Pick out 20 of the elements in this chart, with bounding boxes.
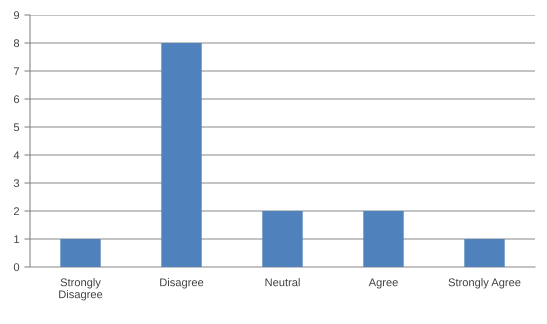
bar bbox=[262, 211, 303, 267]
y-tick-label: 0 bbox=[14, 263, 20, 272]
x-tick-label: Strongly Agree bbox=[448, 278, 520, 288]
y-tick-label: 7 bbox=[14, 67, 20, 76]
y-tick-label: 3 bbox=[14, 179, 20, 188]
x-tick-label: Neutral bbox=[266, 278, 300, 286]
bar bbox=[464, 239, 505, 267]
x-tick-label: Strongly Disagree bbox=[59, 278, 102, 300]
bar bbox=[60, 239, 101, 267]
y-tick-label: 2 bbox=[14, 207, 20, 216]
bar bbox=[363, 211, 404, 267]
y-tick-label: 5 bbox=[14, 123, 20, 132]
x-tick-label: Disagree bbox=[160, 278, 204, 288]
y-tick-label: 1 bbox=[14, 235, 20, 244]
y-tick-label: 4 bbox=[14, 151, 20, 160]
y-tick-label: 6 bbox=[14, 95, 20, 104]
y-tick-label: 8 bbox=[14, 39, 20, 48]
bar bbox=[161, 43, 202, 267]
x-tick-label: Agree bbox=[368, 278, 398, 288]
y-tick-label: 9 bbox=[14, 11, 20, 20]
